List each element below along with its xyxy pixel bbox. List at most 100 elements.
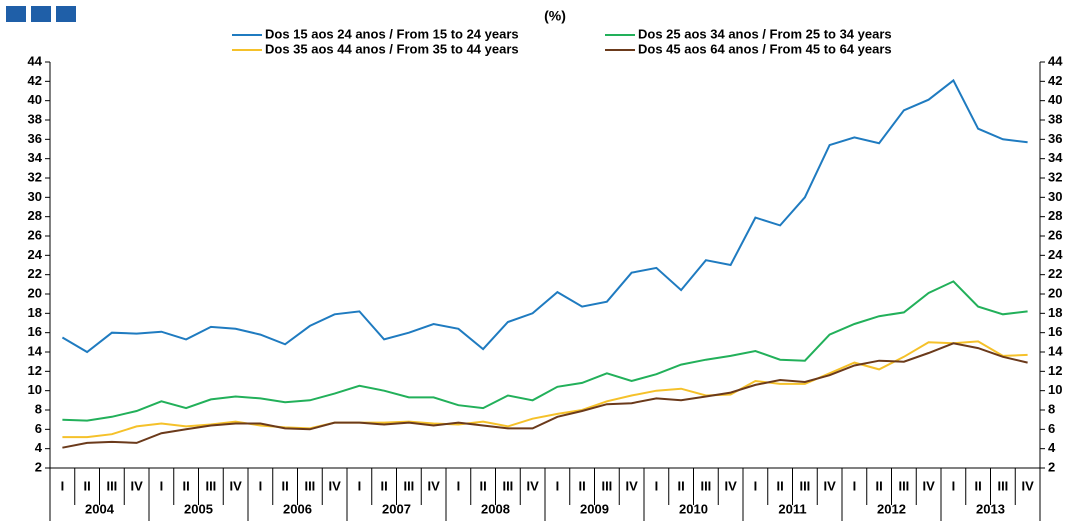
x-tick-label: I bbox=[754, 478, 758, 493]
y2-tick-label: 14 bbox=[1048, 343, 1063, 358]
y-tick-label: 20 bbox=[28, 285, 42, 300]
year-label: 2012 bbox=[877, 501, 906, 516]
chart-subtitle: (%) bbox=[544, 8, 566, 24]
x-tick-label: III bbox=[700, 478, 711, 493]
logo-block bbox=[6, 6, 26, 22]
y2-tick-label: 16 bbox=[1048, 324, 1062, 339]
logo-block bbox=[56, 6, 76, 22]
y-tick-label: 22 bbox=[28, 266, 42, 281]
logo-block bbox=[31, 6, 51, 22]
y2-tick-label: 4 bbox=[1048, 440, 1056, 455]
y-tick-label: 10 bbox=[28, 382, 42, 397]
y-tick-label: 24 bbox=[28, 247, 43, 262]
x-tick-label: IV bbox=[130, 478, 143, 493]
y2-tick-label: 18 bbox=[1048, 305, 1062, 320]
x-tick-label: I bbox=[556, 478, 560, 493]
x-tick-label: II bbox=[381, 478, 388, 493]
x-tick-label: IV bbox=[229, 478, 242, 493]
y-tick-label: 8 bbox=[35, 401, 42, 416]
y2-tick-label: 36 bbox=[1048, 131, 1062, 146]
year-label: 2005 bbox=[184, 501, 213, 516]
x-tick-label: II bbox=[579, 478, 586, 493]
x-tick-label: II bbox=[975, 478, 982, 493]
series-line bbox=[62, 340, 1028, 439]
x-tick-label: II bbox=[777, 478, 784, 493]
x-tick-label: I bbox=[853, 478, 857, 493]
x-tick-label: III bbox=[898, 478, 909, 493]
y-tick-label: 42 bbox=[28, 73, 42, 88]
y2-tick-label: 28 bbox=[1048, 208, 1062, 223]
y-tick-label: 16 bbox=[28, 324, 42, 339]
legend-label: Dos 45 aos 64 anos / From 45 to 64 years bbox=[638, 41, 892, 56]
x-tick-label: IV bbox=[1021, 478, 1034, 493]
x-tick-label: III bbox=[304, 478, 315, 493]
x-tick-label: II bbox=[84, 478, 91, 493]
year-label: 2010 bbox=[679, 501, 708, 516]
y2-tick-label: 26 bbox=[1048, 227, 1062, 242]
y2-tick-label: 38 bbox=[1048, 111, 1062, 126]
x-tick-label: I bbox=[358, 478, 362, 493]
x-tick-label: III bbox=[997, 478, 1008, 493]
y2-tick-label: 8 bbox=[1048, 401, 1055, 416]
series-line bbox=[61, 78, 1028, 354]
x-tick-label: IV bbox=[724, 478, 737, 493]
x-tick-label: II bbox=[480, 478, 487, 493]
x-tick-label: II bbox=[183, 478, 190, 493]
y2-tick-label: 6 bbox=[1048, 421, 1055, 436]
x-tick-label: II bbox=[282, 478, 289, 493]
year-label: 2006 bbox=[283, 501, 312, 516]
x-tick-label: I bbox=[259, 478, 263, 493]
x-tick-label: III bbox=[403, 478, 414, 493]
y-tick-label: 36 bbox=[28, 131, 42, 146]
x-tick-label: IV bbox=[427, 478, 440, 493]
y2-tick-label: 12 bbox=[1048, 363, 1062, 378]
year-label: 2004 bbox=[85, 501, 115, 516]
x-tick-label: I bbox=[160, 478, 164, 493]
y2-tick-label: 2 bbox=[1048, 459, 1055, 474]
y-tick-label: 28 bbox=[28, 208, 42, 223]
y-tick-label: 34 bbox=[28, 150, 43, 165]
legend-label: Dos 15 aos 24 anos / From 15 to 24 years bbox=[265, 26, 519, 41]
x-tick-label: I bbox=[457, 478, 461, 493]
year-label: 2008 bbox=[481, 501, 510, 516]
legend-label: Dos 35 aos 44 anos / From 35 to 44 years bbox=[265, 41, 519, 56]
year-label: 2011 bbox=[778, 501, 806, 516]
x-tick-label: IV bbox=[922, 478, 935, 493]
y-tick-label: 2 bbox=[35, 459, 42, 474]
y-tick-label: 4 bbox=[35, 440, 43, 455]
legend-label: Dos 25 aos 34 anos / From 25 to 34 years bbox=[638, 26, 892, 41]
x-tick-label: I bbox=[655, 478, 659, 493]
x-tick-label: IV bbox=[526, 478, 539, 493]
y-tick-label: 30 bbox=[28, 189, 42, 204]
y-tick-label: 18 bbox=[28, 305, 42, 320]
y-tick-label: 32 bbox=[28, 169, 42, 184]
y2-tick-label: 24 bbox=[1048, 247, 1063, 262]
y-tick-label: 40 bbox=[28, 92, 42, 107]
y2-tick-label: 44 bbox=[1048, 53, 1063, 68]
y2-tick-label: 30 bbox=[1048, 189, 1062, 204]
y-tick-label: 38 bbox=[28, 111, 42, 126]
x-tick-label: II bbox=[876, 478, 883, 493]
x-tick-label: IV bbox=[823, 478, 836, 493]
y-tick-label: 12 bbox=[28, 363, 42, 378]
year-label: 2007 bbox=[382, 501, 411, 516]
series-line bbox=[62, 342, 1028, 449]
y2-tick-label: 40 bbox=[1048, 92, 1062, 107]
x-tick-label: I bbox=[61, 478, 65, 493]
x-tick-label: III bbox=[205, 478, 216, 493]
x-tick-label: I bbox=[952, 478, 956, 493]
y-tick-label: 14 bbox=[28, 343, 43, 358]
x-tick-label: IV bbox=[328, 478, 341, 493]
y2-tick-label: 20 bbox=[1048, 285, 1062, 300]
y2-tick-label: 32 bbox=[1048, 169, 1062, 184]
series-line bbox=[62, 280, 1028, 422]
y2-tick-label: 34 bbox=[1048, 150, 1063, 165]
x-tick-label: III bbox=[106, 478, 117, 493]
y-tick-label: 44 bbox=[28, 53, 43, 68]
y-tick-label: 6 bbox=[35, 421, 42, 436]
year-label: 2013 bbox=[976, 501, 1005, 516]
y2-tick-label: 42 bbox=[1048, 73, 1062, 88]
x-tick-label: IV bbox=[625, 478, 638, 493]
x-tick-label: III bbox=[799, 478, 810, 493]
